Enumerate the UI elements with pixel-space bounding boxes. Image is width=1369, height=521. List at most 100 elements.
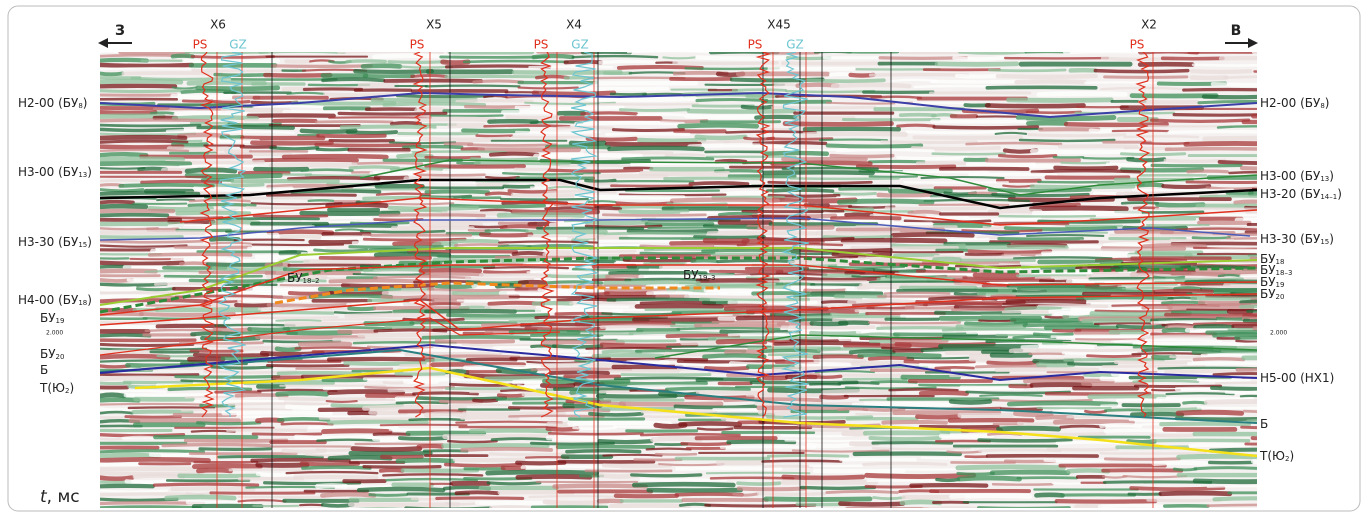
reflector xyxy=(1037,255,1140,256)
reflector xyxy=(851,351,894,352)
reflector xyxy=(1146,409,1200,410)
reflector xyxy=(721,332,797,333)
reflector xyxy=(219,456,322,457)
reflector xyxy=(1195,326,1232,327)
label-text: ) xyxy=(83,96,88,110)
reflector xyxy=(865,409,904,410)
reflector xyxy=(516,108,622,109)
reflector xyxy=(588,139,636,140)
reflector xyxy=(474,81,523,82)
reflector xyxy=(471,430,550,431)
reflector xyxy=(100,378,185,379)
reflector xyxy=(1165,160,1225,161)
reflector xyxy=(100,125,200,126)
label-subscript: 14–1 xyxy=(1320,193,1337,201)
reflector xyxy=(1026,166,1054,167)
reflector xyxy=(839,201,932,202)
reflector xyxy=(711,478,793,479)
reflector xyxy=(697,100,767,101)
reflector xyxy=(361,231,444,232)
reflector xyxy=(428,289,527,290)
reflector xyxy=(1174,469,1196,470)
label-text: ) xyxy=(87,235,92,249)
label-text: Н2-00 (БУ xyxy=(18,96,79,110)
reflector xyxy=(744,241,823,242)
reflector xyxy=(365,269,428,270)
reflector xyxy=(100,400,138,401)
reflector xyxy=(1019,288,1125,289)
reflector xyxy=(567,451,640,452)
reflector xyxy=(810,376,841,377)
reflector xyxy=(254,216,327,217)
reflector xyxy=(347,315,449,316)
reflector xyxy=(769,182,872,183)
reflector xyxy=(808,445,853,446)
reflector xyxy=(999,428,1059,429)
reflector xyxy=(558,447,653,448)
reflector xyxy=(100,404,203,405)
reflector xyxy=(739,489,805,490)
reflector xyxy=(462,304,492,305)
reflector xyxy=(979,440,1071,441)
reflector xyxy=(329,359,433,360)
reflector xyxy=(322,494,374,495)
reflector xyxy=(734,494,758,495)
reflector xyxy=(1039,94,1126,95)
reflector xyxy=(100,451,203,452)
reflector xyxy=(402,67,452,68)
reflector xyxy=(484,96,507,97)
reflector xyxy=(936,367,974,368)
axis-unit: , мс xyxy=(47,487,80,507)
reflector xyxy=(885,293,949,294)
reflector xyxy=(821,397,846,398)
reflector xyxy=(499,246,531,247)
label-subscript: 13 xyxy=(78,171,87,179)
reflector xyxy=(302,213,398,214)
reflector xyxy=(529,236,603,237)
reflector xyxy=(418,398,506,399)
reflector xyxy=(634,484,733,485)
reflector xyxy=(1152,120,1249,121)
reflector xyxy=(764,466,811,467)
reflector xyxy=(534,93,614,94)
reflector xyxy=(448,315,547,316)
reflector xyxy=(792,253,838,254)
reflector xyxy=(303,467,370,468)
reflector xyxy=(1008,301,1085,302)
reflector xyxy=(509,416,603,417)
reflector xyxy=(1176,229,1262,230)
reflector xyxy=(1101,425,1140,426)
reflector xyxy=(453,405,509,406)
reflector xyxy=(831,156,893,157)
reflector xyxy=(190,200,250,201)
reflector xyxy=(573,56,657,57)
reflector xyxy=(447,503,478,504)
reflector xyxy=(309,427,397,428)
reflector xyxy=(192,333,238,334)
reflector xyxy=(611,94,645,95)
reflector xyxy=(773,107,875,108)
reflector xyxy=(198,423,260,424)
reflector xyxy=(437,341,513,342)
reflector xyxy=(576,123,683,124)
reflector xyxy=(427,192,488,193)
reflector xyxy=(628,386,721,387)
log-name: GZ xyxy=(571,38,589,52)
reflector xyxy=(271,148,318,149)
reflector xyxy=(682,444,730,445)
reflector xyxy=(1009,403,1116,404)
reflector xyxy=(231,317,338,318)
reflector xyxy=(1063,353,1136,354)
direction-east: В xyxy=(1231,23,1242,39)
reflector xyxy=(296,347,370,348)
reflector xyxy=(630,332,719,333)
direction-west: З xyxy=(115,23,125,39)
reflector xyxy=(1035,334,1073,335)
reflector xyxy=(152,251,204,252)
reflector xyxy=(168,131,230,132)
reflector xyxy=(363,66,400,67)
reflector xyxy=(890,389,958,390)
reflector xyxy=(907,307,957,308)
reflector xyxy=(859,355,940,356)
reflector xyxy=(959,320,982,321)
